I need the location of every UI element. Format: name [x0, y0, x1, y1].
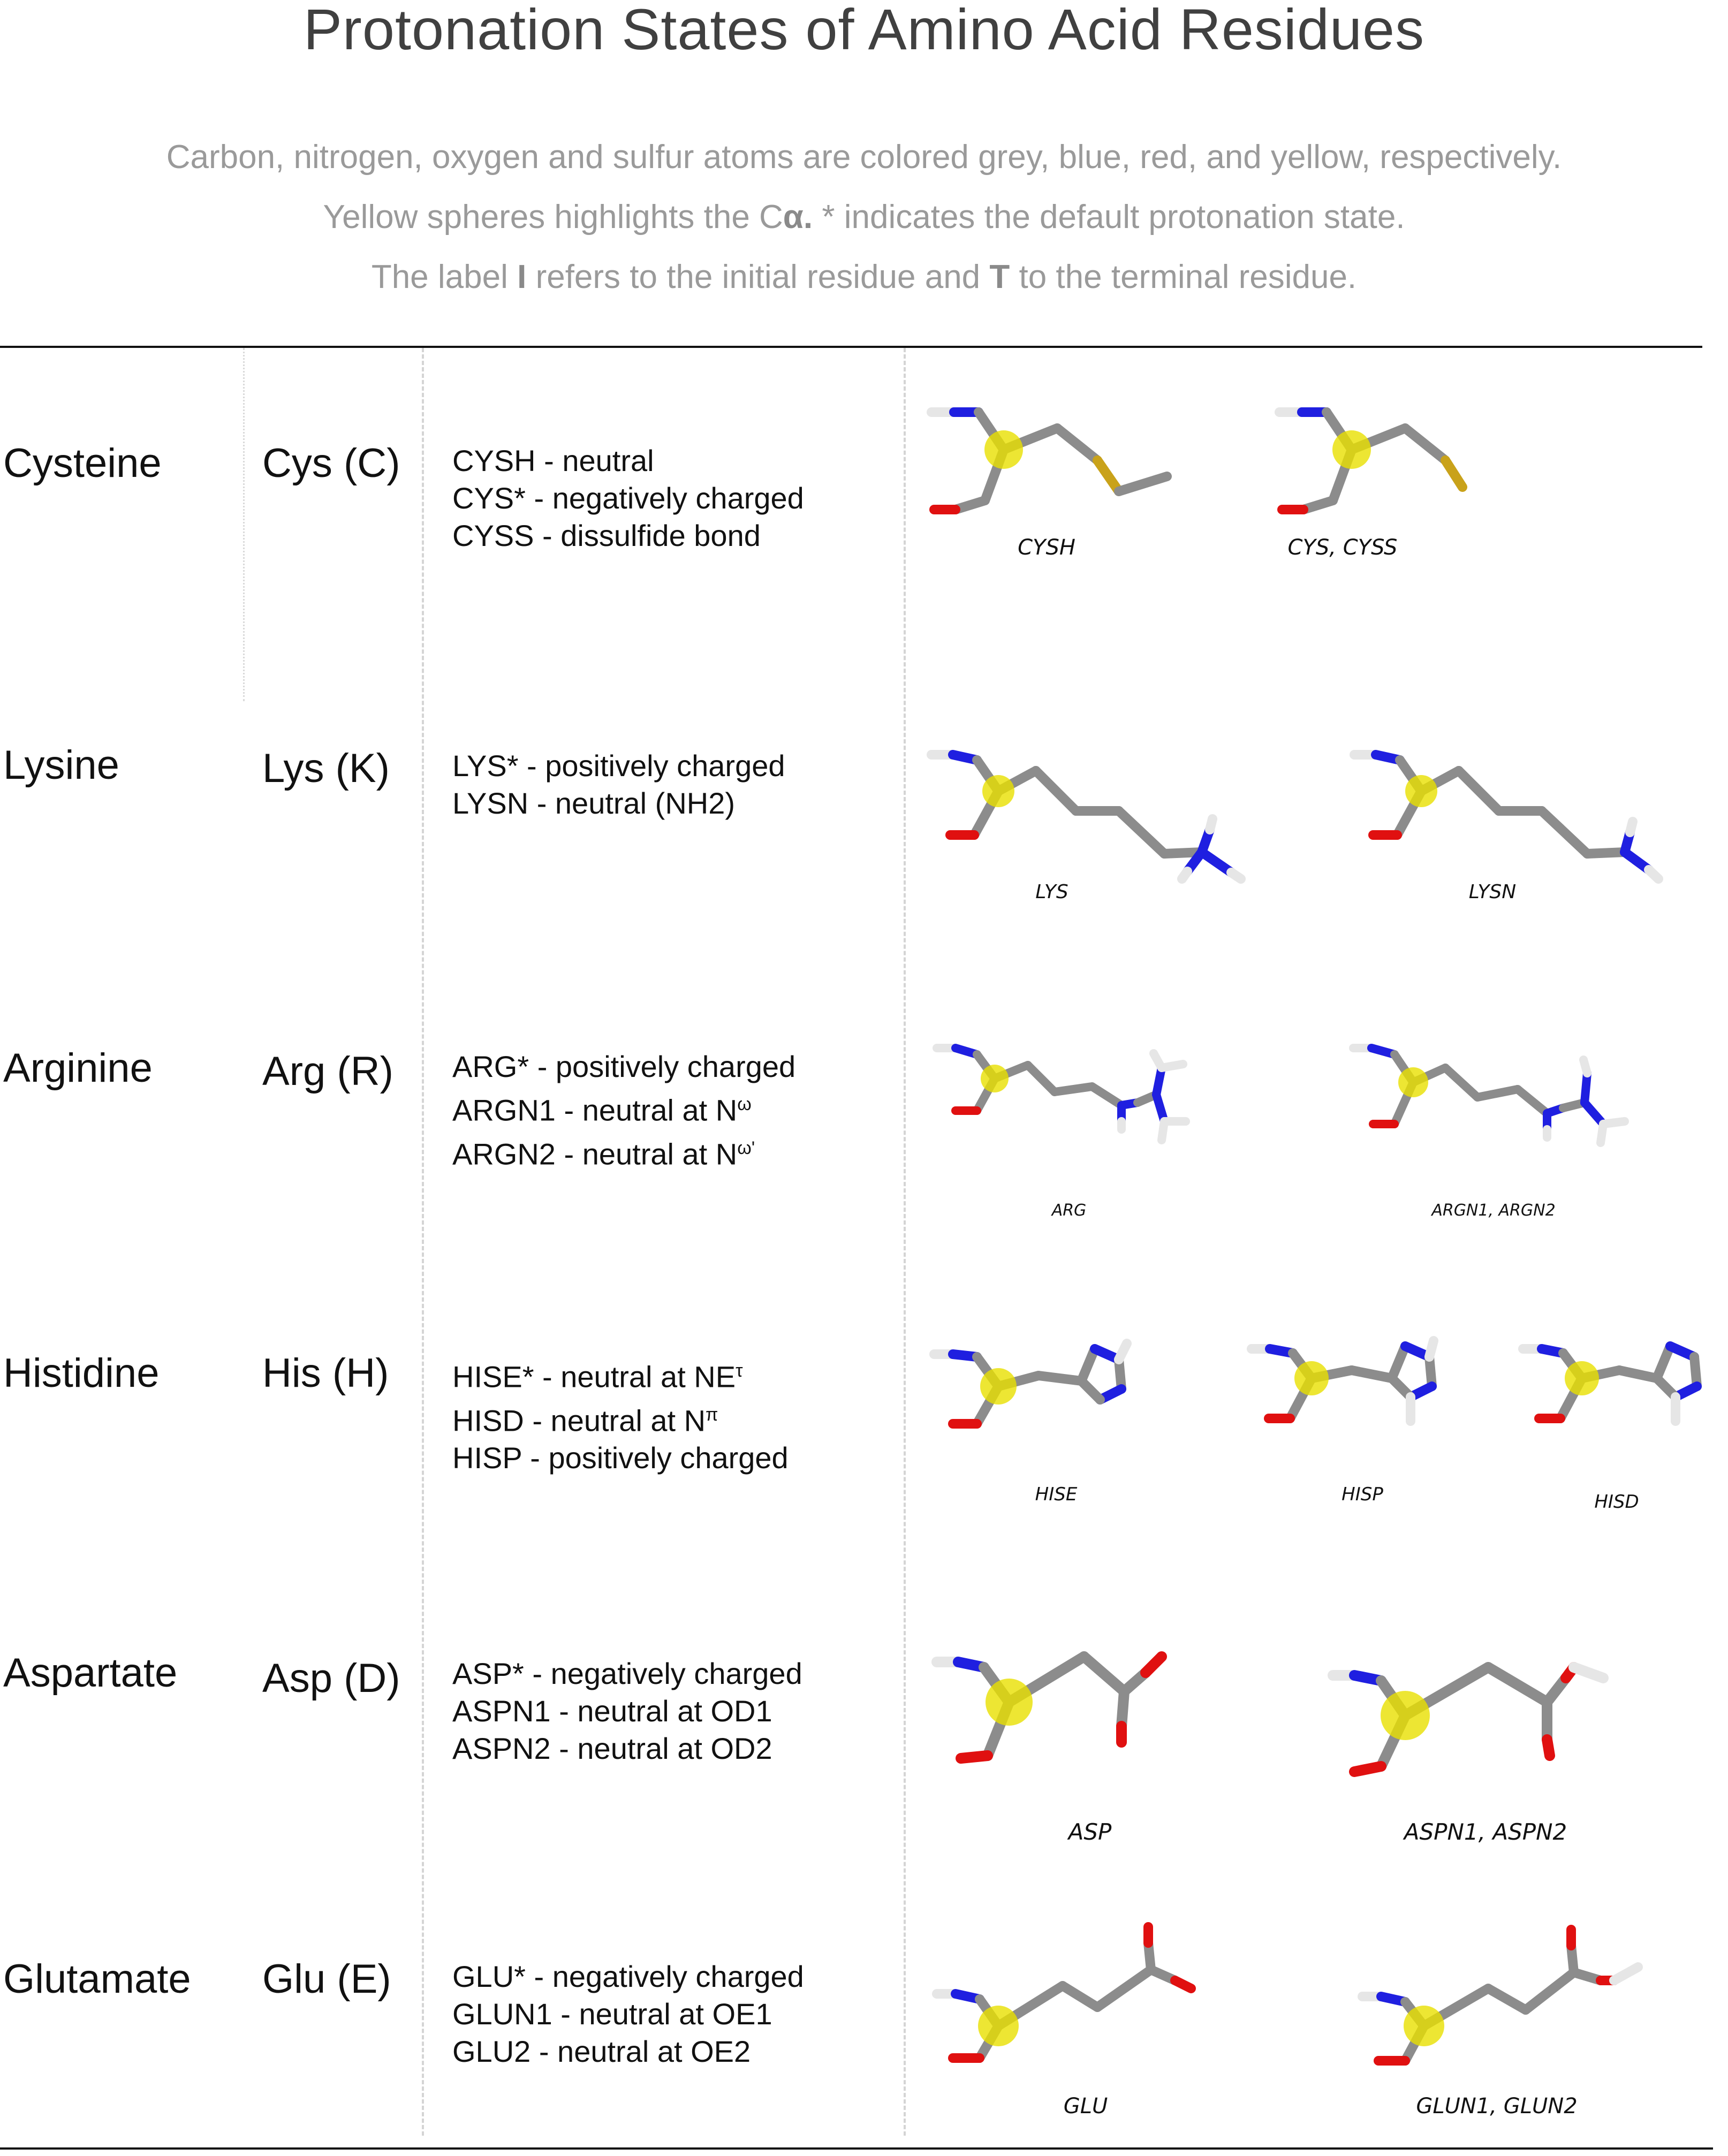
column-divider-1 [243, 348, 245, 701]
structure-label: CYS, CYSS [1287, 535, 1398, 560]
state-list: LYS* - positively charged LYSN - neutral… [452, 747, 785, 822]
residue-abbr: Glu (E) [262, 1956, 391, 2002]
subtitle-line-1: Carbon, nitrogen, oxygen and sulfur atom… [166, 139, 1562, 176]
molecule-asp [931, 1651, 1167, 1764]
structure-label: ASP [1068, 1819, 1112, 1845]
state-item: GLU2 - neutral at OE2 [452, 2034, 751, 2068]
structure-label: ARGN1, ARGN2 [1431, 1201, 1556, 1220]
state-list: HISE* - neutral at NEτ HISD - neutral at… [452, 1352, 789, 1477]
structure-label: GLU [1063, 2094, 1108, 2119]
state-item: CYSH - neutral [452, 444, 654, 477]
molecule-argn [1349, 1044, 1629, 1147]
residue-abbr: His (H) [262, 1350, 389, 1396]
residue-abbr: Cys (C) [262, 441, 400, 486]
molecule-aspn [1328, 1662, 1609, 1777]
state-item: ASPN2 - neutral at OD2 [452, 1732, 772, 1765]
residue-abbr: Lys (K) [262, 746, 390, 791]
state-list: ARG* - positively charged ARGN1 - neutra… [452, 1048, 795, 1173]
state-item: ARGN1 - neutral at Nω [452, 1093, 752, 1127]
structure-label: HISE [1035, 1484, 1078, 1505]
structure-label: ASPN1, ASPN2 [1404, 1819, 1567, 1845]
molecule-hisp [1247, 1336, 1438, 1426]
structure-label: GLUN1, GLUN2 [1416, 2094, 1578, 2119]
residue-name: Cysteine [3, 441, 162, 486]
state-item: ASPN1 - neutral at OD1 [452, 1694, 772, 1728]
state-item: HISE* - neutral at NEτ [452, 1360, 743, 1394]
molecule-hisd [1518, 1341, 1702, 1426]
molecule-lysn [1350, 750, 1663, 884]
molecule-hise [929, 1339, 1132, 1429]
state-item: LYSN - neutral (NH2) [452, 786, 736, 820]
state-list: ASP* - negatively charged ASPN1 - neutra… [452, 1655, 802, 1767]
state-item: ARGN2 - neutral at Nω' [452, 1137, 755, 1171]
structure-label: LYS [1035, 881, 1068, 903]
state-item: LYS* - positively charged [452, 749, 785, 783]
molecule-lys [927, 750, 1246, 884]
molecule-cys-cyss [1275, 407, 1467, 514]
structure-label: LYSN [1468, 881, 1517, 903]
molecule-arg [933, 1044, 1190, 1144]
residue-abbr: Arg (R) [262, 1049, 393, 1094]
molecule-cysh [927, 407, 1172, 514]
state-item: GLU* - negatively charged [452, 1960, 804, 1993]
state-item: CYSS - dissulfide bond [452, 519, 761, 552]
residue-name: Aspartate [3, 1650, 178, 1696]
state-item: ARG* - positively charged [452, 1050, 796, 1083]
state-item: GLUN1 - neutral at OE1 [452, 1997, 772, 2031]
residue-name: Arginine [3, 1045, 153, 1091]
state-item: CYS* - negatively charged [452, 481, 804, 515]
structure-label: HISP [1342, 1484, 1383, 1505]
residue-name: Histidine [3, 1350, 160, 1396]
bottom-rule [0, 2147, 1713, 2150]
page-title: Protonation States of Amino Acid Residue… [303, 0, 1425, 62]
state-list: GLU* - negatively charged GLUN1 - neutra… [452, 1958, 804, 2070]
subtitle-line-3: The label I refers to the initial residu… [371, 259, 1357, 295]
column-divider-3 [904, 348, 906, 2136]
state-list: CYSH - neutral CYS* - negatively charged… [452, 442, 804, 555]
structure-label: HISD [1594, 1491, 1639, 1513]
molecule-glu [932, 1922, 1196, 2063]
state-item: ASP* - negatively charged [452, 1657, 802, 1690]
subtitle-line-2: Yellow spheres highlights the Cα. * indi… [323, 199, 1405, 236]
state-item: HISD - neutral at Nπ [452, 1403, 718, 1438]
state-item: HISP - positively charged [452, 1441, 789, 1475]
column-divider-2 [422, 348, 424, 2136]
top-rule [0, 346, 1702, 348]
residue-name: Lysine [3, 742, 119, 788]
residue-abbr: Asp (D) [262, 1656, 400, 1701]
structure-label: CYSH [1018, 535, 1075, 560]
residue-name: Glutamate [3, 1956, 191, 2002]
molecule-glun [1358, 1925, 1643, 2066]
structure-label: ARG [1051, 1201, 1087, 1220]
